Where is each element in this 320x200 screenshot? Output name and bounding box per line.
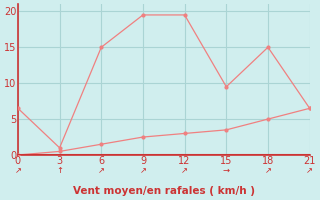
- Text: ↗: ↗: [264, 166, 271, 175]
- Text: ↗: ↗: [140, 166, 147, 175]
- Text: ↗: ↗: [181, 166, 188, 175]
- Text: →: →: [223, 166, 230, 175]
- Text: ↗: ↗: [306, 166, 313, 175]
- Text: ↗: ↗: [14, 166, 21, 175]
- Text: ↑: ↑: [56, 166, 63, 175]
- Text: ↗: ↗: [98, 166, 105, 175]
- X-axis label: Vent moyen/en rafales ( km/h ): Vent moyen/en rafales ( km/h ): [73, 186, 255, 196]
